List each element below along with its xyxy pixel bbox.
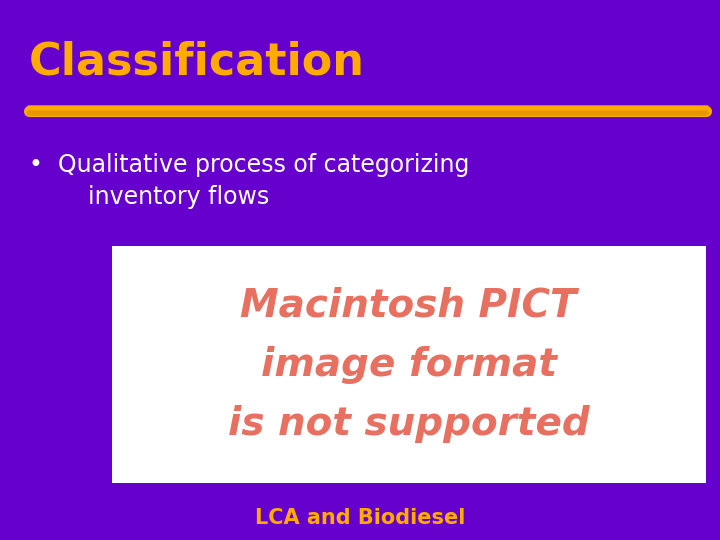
- Text: LCA and Biodiesel: LCA and Biodiesel: [255, 508, 465, 529]
- Text: •  Qualitative process of categorizing: • Qualitative process of categorizing: [29, 153, 469, 177]
- Text: inventory flows: inventory flows: [58, 185, 269, 209]
- Text: is not supported: is not supported: [228, 405, 590, 443]
- Bar: [112, 246, 706, 483]
- Text: Macintosh PICT: Macintosh PICT: [240, 286, 577, 324]
- Text: image format: image format: [261, 346, 557, 383]
- Text: Classification: Classification: [29, 40, 365, 84]
